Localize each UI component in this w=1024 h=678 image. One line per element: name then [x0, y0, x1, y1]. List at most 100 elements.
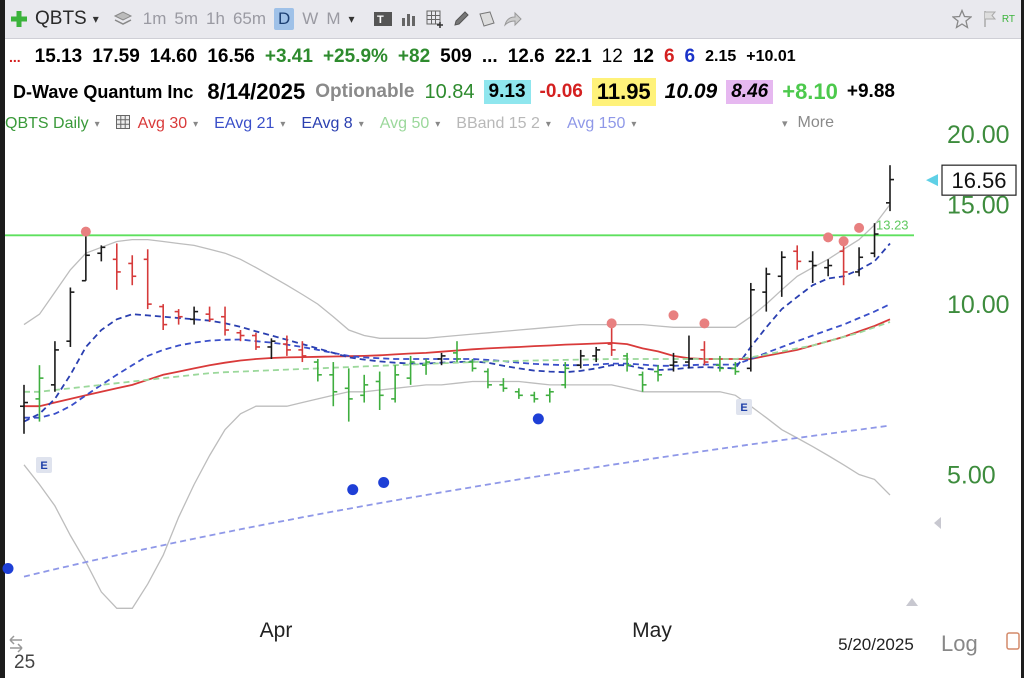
indicator-dropdown-icon[interactable]: ▾ [193, 118, 199, 130]
grid-add-icon[interactable] [425, 9, 445, 29]
series-line-avg-150 [23, 424, 891, 578]
stack-icon[interactable] [113, 9, 133, 29]
left-border [0, 0, 5, 678]
indicator-avg-50[interactable]: Avg 50 ▾ [380, 115, 441, 133]
indicator-dropdown-icon[interactable]: ▾ [94, 118, 100, 130]
more-menu[interactable]: ▾ More [782, 114, 834, 132]
scroll-up-icon [906, 598, 918, 606]
quote-value-11: 12 [601, 46, 623, 67]
red-dot-marker [699, 318, 710, 329]
timeframe-1m[interactable]: 1m [142, 9, 167, 28]
indicator-eavg-21[interactable]: EAvg 21 ▾ [214, 115, 285, 133]
quote-row-2: D-Wave Quantum Inc 8/14/2025 Optionable … [5, 74, 1021, 110]
optionable-label: Optionable [315, 81, 415, 102]
symbol-dropdown-icon[interactable]: ▾ [92, 12, 99, 26]
grid-icon[interactable] [115, 114, 130, 134]
indicator-dropdown-icon[interactable]: ▾ [358, 118, 364, 130]
x-month-label: Apr [260, 619, 293, 642]
stat-value-6: +8.10 [782, 79, 838, 104]
bar-chart-icon[interactable] [399, 9, 419, 29]
add-symbol-icon[interactable] [9, 9, 29, 29]
indicator-eavg-8[interactable]: EAvg 8 ▾ [301, 115, 363, 133]
indicator-label: EAvg 8 [301, 115, 353, 132]
timeframe-w[interactable]: W [302, 9, 319, 28]
stat-value-5: 8.46 [726, 80, 774, 104]
indicator-legend: QBTS Daily ▾ Avg 30 ▾ EAvg 21 ▾ EAvg 8 ▾ Avg 50 ▾… [5, 112, 905, 136]
timeframe-dropdown-icon[interactable]: ▾ [348, 12, 355, 26]
earnings-marker-box [736, 399, 752, 415]
flag-icon[interactable] [980, 9, 1000, 29]
settings-icon [1006, 632, 1020, 650]
text-tool-icon[interactable]: T [373, 9, 393, 29]
indicator-label: Avg 150 [566, 115, 626, 132]
quote-value-4: +3.41 [264, 46, 313, 67]
red-dot-marker [606, 318, 617, 329]
y-tick-label: 5.00 [947, 461, 996, 489]
quote-value-1: 17.59 [92, 46, 140, 67]
last-price-arrow-icon [926, 174, 938, 187]
series-line-bband-15-2-upper [23, 204, 891, 339]
right-border [1021, 0, 1024, 678]
indicator-avg-150[interactable]: Avg 150 ▾ [567, 115, 636, 133]
log-scale-toggle[interactable]: Log [941, 631, 978, 656]
indicator-avg-30[interactable]: Avg 30 ▾ [115, 114, 199, 134]
indicator-label: Avg 50 [379, 115, 430, 132]
quote-value-6: +82 [397, 46, 431, 67]
x-left-label: 25 [14, 652, 35, 673]
indicator-qbts-daily[interactable]: QBTS Daily ▾ [5, 115, 100, 133]
quote-value-12: 12 [632, 46, 654, 67]
indicator-label: BBand 15 2 [456, 115, 540, 132]
indicator-dropdown-icon[interactable]: ▾ [280, 118, 286, 130]
quote-value-16: +10.01 [746, 48, 796, 65]
quote-value-9: 12.6 [507, 46, 545, 67]
red-dot-marker [80, 226, 91, 237]
quote-value-15: 2.15 [705, 48, 737, 65]
symbol-label[interactable]: QBTS [35, 8, 87, 29]
timeframe-d[interactable]: D [274, 8, 295, 30]
blue-dot-marker [378, 476, 390, 488]
level-line-label: 13.23 [876, 217, 909, 232]
x-month-label: May [632, 619, 672, 642]
red-dot-marker [823, 232, 834, 243]
blue-dot-marker [347, 484, 359, 496]
quote-value-5: +25.9% [322, 46, 388, 67]
indicator-dropdown-icon[interactable]: ▾ [545, 118, 551, 130]
x-date-label: 5/20/2025 [838, 635, 914, 654]
red-dot-marker [668, 310, 679, 321]
timeframe-1h[interactable]: 1h [206, 9, 225, 28]
y-tick-label: 20.00 [947, 121, 1010, 149]
scroll-left-icon [934, 517, 941, 529]
stat-value-0: 10.84 [424, 80, 475, 103]
share-icon[interactable] [503, 9, 523, 29]
stat-value-2: -0.06 [539, 81, 583, 102]
indicator-label: Avg 30 [137, 115, 188, 132]
quote-value-14: 6 [684, 46, 696, 67]
series-line-eavg-8 [23, 242, 891, 423]
indicator-dropdown-icon[interactable]: ▾ [435, 118, 441, 130]
timeframe-65m[interactable]: 65m [232, 9, 267, 28]
blue-dot-marker [2, 562, 14, 574]
timeframe-5m[interactable]: 5m [174, 9, 199, 28]
earnings-marker: E [740, 402, 747, 414]
quote-date: 8/14/2025 [207, 79, 306, 104]
quote-value-3: 16.56 [207, 46, 255, 67]
more-label: More [797, 114, 834, 131]
quote-value-0: 15.13 [34, 46, 83, 67]
star-icon[interactable] [951, 9, 972, 29]
more-dropdown-icon: ▾ [782, 118, 788, 130]
pencil-icon[interactable] [451, 9, 471, 29]
series-line-bband-15-2-lower [23, 380, 891, 609]
last-price-label: 16.56 [951, 168, 1006, 193]
quote-value-13: 6 [663, 46, 675, 67]
earnings-marker: E [40, 460, 47, 472]
y-tick-label: 15.00 [947, 191, 1010, 219]
indicator-label: QBTS Daily [5, 115, 89, 132]
indicator-bband-15-2[interactable]: BBand 15 2 ▾ [456, 115, 551, 133]
note-icon[interactable] [477, 9, 497, 29]
indicator-dropdown-icon[interactable]: ▾ [631, 118, 637, 130]
quote-value-2: 14.60 [149, 46, 198, 67]
timeframe-m[interactable]: M [326, 9, 341, 28]
stat-value-7: +9.88 [846, 81, 895, 102]
